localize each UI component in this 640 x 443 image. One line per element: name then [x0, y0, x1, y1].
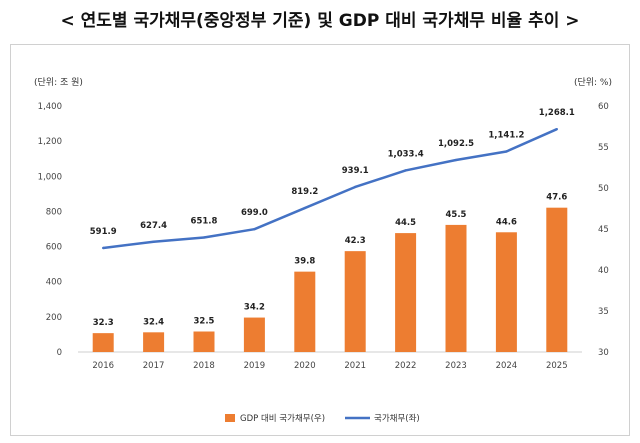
chart-frame	[10, 44, 630, 436]
left-axis-unit: (단위: 조 원)	[34, 77, 83, 88]
line-point	[354, 185, 357, 189]
right-tick-label: 50	[598, 184, 609, 194]
line-point	[404, 169, 407, 172]
line-data-label: 1,141.2	[488, 130, 524, 140]
bar	[193, 331, 215, 352]
line-data-label: 939.1	[342, 166, 369, 176]
line-data-label: 1,033.4	[388, 149, 424, 159]
x-tick-label: 2020	[294, 361, 316, 371]
bar-data-label: 44.6	[496, 217, 517, 227]
line-point	[152, 240, 155, 243]
x-tick-label: 2016	[92, 361, 114, 371]
x-tick-label: 2021	[344, 361, 366, 371]
right-tick-label: 60	[598, 102, 609, 112]
x-tick-label: 2023	[445, 361, 467, 371]
bar-data-label: 32.5	[194, 317, 215, 327]
bar-data-label: 45.5	[446, 210, 467, 220]
left-tick-label: 600	[46, 243, 62, 253]
bar	[143, 332, 165, 352]
right-tick-label: 55	[598, 143, 609, 153]
x-tick-label: 2017	[143, 361, 165, 371]
bar-data-label: 34.2	[244, 303, 265, 313]
line-point	[253, 227, 256, 231]
legend: GDP 대비 국가채무(우) 국가채무(좌)	[225, 413, 420, 424]
legend-bar-swatch	[225, 414, 235, 422]
bar	[92, 333, 114, 352]
line-data-label: 699.0	[241, 208, 268, 218]
bar	[344, 251, 366, 352]
line-point	[555, 127, 558, 131]
left-tick-label: 1,000	[38, 172, 62, 182]
bar	[395, 233, 417, 352]
line-data-label: 1,268.1	[539, 108, 575, 118]
line-labels: 591.9 627.4 651.8 699.0 819.2 939.1 1,033.4 1,0…	[90, 108, 575, 237]
legend-bar-label: GDP 대비 국가채무(우)	[240, 413, 325, 424]
line-point	[202, 236, 206, 239]
bar	[445, 224, 467, 352]
right-tick-label: 35	[598, 307, 609, 317]
left-tick-label: 1,200	[38, 137, 62, 147]
line-data-label: 627.4	[140, 221, 167, 231]
bar-data-label: 44.5	[395, 218, 416, 228]
x-tick-label: 2019	[244, 361, 266, 371]
left-axis: 0 200 400 600 800 1,000 1,200 1,400	[38, 102, 62, 358]
bar-labels: 32.3 32.4 32.5 34.2 39.8 42.3 44.5 45.5 44.6 47.6	[93, 193, 568, 328]
line-data-label: 1,092.5	[438, 139, 474, 149]
line-point	[454, 158, 458, 162]
legend-line-label: 국가채무(좌)	[374, 413, 420, 424]
right-tick-label: 30	[598, 348, 609, 358]
x-tick-label: 2025	[546, 361, 568, 371]
line-data-label: 591.9	[90, 227, 117, 237]
bar	[546, 207, 568, 352]
x-axis: 2016 2017 2018 2019 2020 2021 2022 2023 2024 2025	[92, 361, 567, 371]
line-data-label: 651.8	[191, 216, 218, 226]
bar	[294, 271, 316, 352]
x-tick-label: 2022	[395, 361, 417, 371]
right-tick-label: 40	[598, 266, 609, 276]
left-tick-label: 0	[57, 348, 62, 358]
bar-data-label: 47.6	[546, 193, 567, 203]
bar-data-label: 32.4	[143, 317, 164, 327]
bar-data-label: 42.3	[345, 236, 366, 246]
line-point	[102, 246, 105, 250]
right-axis-unit: (단위: %)	[574, 77, 612, 88]
chart-title: < 연도별 국가채무(중앙정부 기준) 및 GDP 대비 국가채무 비율 추이 …	[60, 11, 580, 31]
left-tick-label: 400	[46, 278, 62, 288]
left-tick-label: 1,400	[38, 102, 62, 112]
bar	[495, 232, 517, 352]
bar-data-label: 32.3	[93, 318, 114, 328]
right-tick-label: 45	[598, 225, 609, 235]
bar-data-label: 39.8	[294, 257, 315, 267]
left-tick-label: 200	[46, 313, 62, 323]
right-axis: 30 35 40 45 50 55 60	[598, 102, 609, 358]
debt-line	[103, 128, 558, 250]
line-point	[303, 206, 306, 210]
line-data-label: 819.2	[291, 187, 318, 197]
line-point	[505, 150, 508, 153]
bar-series	[92, 207, 568, 352]
x-tick-label: 2024	[496, 361, 518, 371]
line-series	[102, 127, 558, 250]
x-tick-label: 2018	[193, 361, 215, 371]
bar	[243, 317, 265, 352]
left-tick-label: 800	[46, 207, 62, 217]
